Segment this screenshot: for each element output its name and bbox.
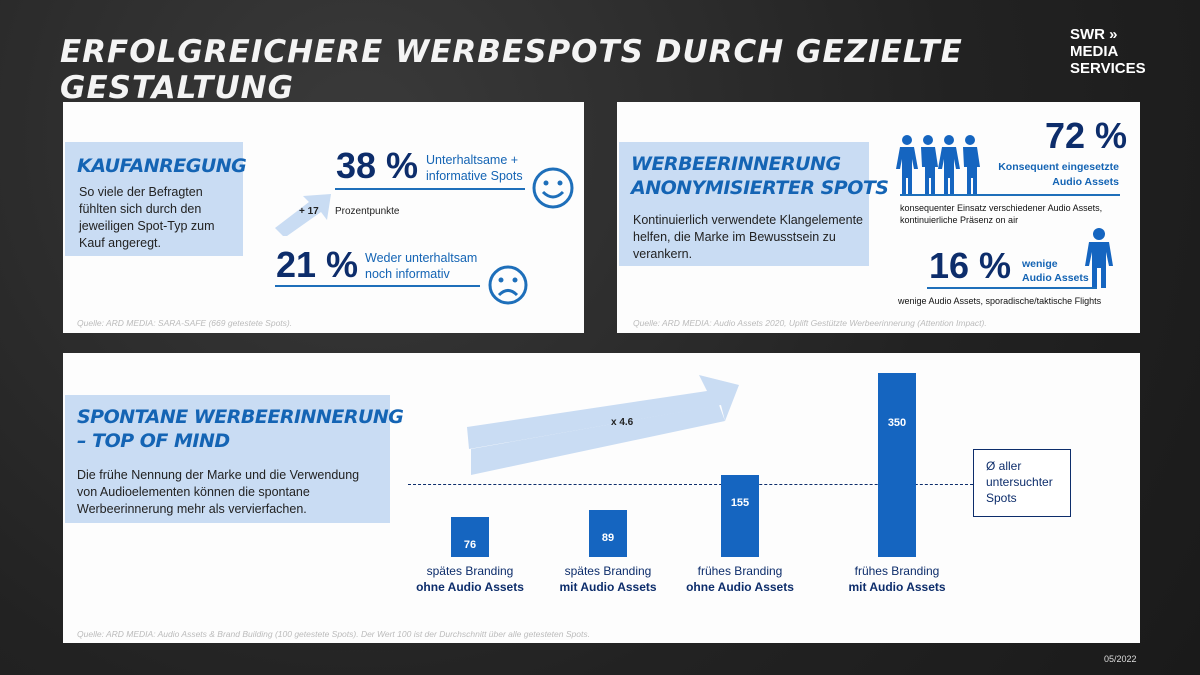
growth-arrow-icon xyxy=(467,375,739,475)
stat-label: wenige Audio Assets xyxy=(1022,258,1089,284)
divider xyxy=(927,287,1097,289)
section-heading: Kaufanregung xyxy=(77,155,247,177)
stat-value: 21 % xyxy=(276,244,359,285)
stat-value: 38 % xyxy=(336,145,419,186)
panel-kaufanregung: Kaufanregung So viele der Befragten fühl… xyxy=(63,102,584,333)
section-text: Kontinuierlich verwendete Klangelemente … xyxy=(633,213,864,261)
logo-line: MEDIA xyxy=(1070,43,1119,60)
swr-logo: SWR » MEDIA SERVICES xyxy=(1070,26,1146,77)
source-note: Quelle: ARD MEDIA: Audio Assets 2020, Up… xyxy=(633,318,987,328)
highlight-box: Werbeerinnerung anonymisierter Spots Kont… xyxy=(619,142,889,266)
person-icon xyxy=(1085,228,1113,288)
bar xyxy=(589,510,627,557)
highlight-box: Spontane Werbeerinnerung – Top of Mind Di… xyxy=(65,395,404,523)
source-note: Quelle: ARD MEDIA: Audio Assets & Brand … xyxy=(77,629,590,639)
source-note: Quelle: ARD MEDIA: SARA-SAFE (669 getest… xyxy=(77,318,293,328)
bar-value-label: 350 xyxy=(887,416,907,429)
section-text: So viele der Befragten fühlten sich durc… xyxy=(79,185,215,250)
divider xyxy=(335,188,525,190)
stat-value: 72 % xyxy=(1045,115,1128,156)
category-label: spätes Branding mit Audio Assets xyxy=(559,564,657,594)
delta-label: Prozentpunkte xyxy=(335,206,400,217)
category-label: spätes Branding ohne Audio Assets xyxy=(416,564,524,594)
section-heading: Spontane Werbeerinnerung – Top of Mind xyxy=(77,406,404,452)
smiley-sad-icon xyxy=(488,265,528,305)
divider xyxy=(275,285,480,287)
people-group-icon xyxy=(896,135,980,196)
logo-arrows-icon: » xyxy=(1109,26,1118,43)
multiplier-label: x 4.6 xyxy=(611,417,634,428)
logo-line: SERVICES xyxy=(1070,60,1146,77)
stat-label: Unterhaltsame + informative Spots xyxy=(426,153,523,183)
average-reference-line xyxy=(408,484,973,486)
average-legend-box: Ø aller untersuchter Spots xyxy=(973,449,1071,517)
logo-line: SWR xyxy=(1070,26,1105,43)
bar xyxy=(721,475,759,557)
section-text: Die frühe Nennung der Marke und die Verw… xyxy=(77,468,360,516)
bar xyxy=(451,517,489,557)
page-title: Erfolgreichere Werbespots durch gezielte… xyxy=(60,34,963,106)
delta-value: + 17 xyxy=(299,206,319,217)
arrow-up-icon xyxy=(275,194,331,236)
smiley-happy-icon xyxy=(532,167,574,209)
bar xyxy=(878,372,916,557)
category-label: frühes Branding ohne Audio Assets xyxy=(686,564,794,594)
highlight-box: Kaufanregung So viele der Befragten fühl… xyxy=(65,142,247,256)
stat-description: wenige Audio Assets, sporadische/taktisc… xyxy=(898,296,1102,306)
date-label: 05/2022 xyxy=(1104,654,1137,664)
panel-werbeerinnerung: Werbeerinnerung anonymisierter Spots Kont… xyxy=(617,102,1140,333)
stat-value: 16 % xyxy=(929,245,1012,286)
bar-value-label: 76 xyxy=(463,539,477,552)
stat-label: Weder unterhaltsam noch informativ xyxy=(365,251,478,281)
bar-value-label: 89 xyxy=(601,532,615,545)
bar-value-label: 155 xyxy=(730,497,750,510)
panel-spontane-werbeerinnerung: Spontane Werbeerinnerung – Top of Mind Di… xyxy=(63,353,1140,643)
stat-description: konsequenter Einsatz verschiedener Audio… xyxy=(900,203,1103,225)
category-label: frühes Branding mit Audio Assets xyxy=(848,564,946,594)
section-heading: Werbeerinnerung anonymisierter Spots xyxy=(631,153,889,199)
stat-label: Konsequent eingesetzte Audio Assets xyxy=(998,161,1119,188)
divider xyxy=(900,194,1120,196)
